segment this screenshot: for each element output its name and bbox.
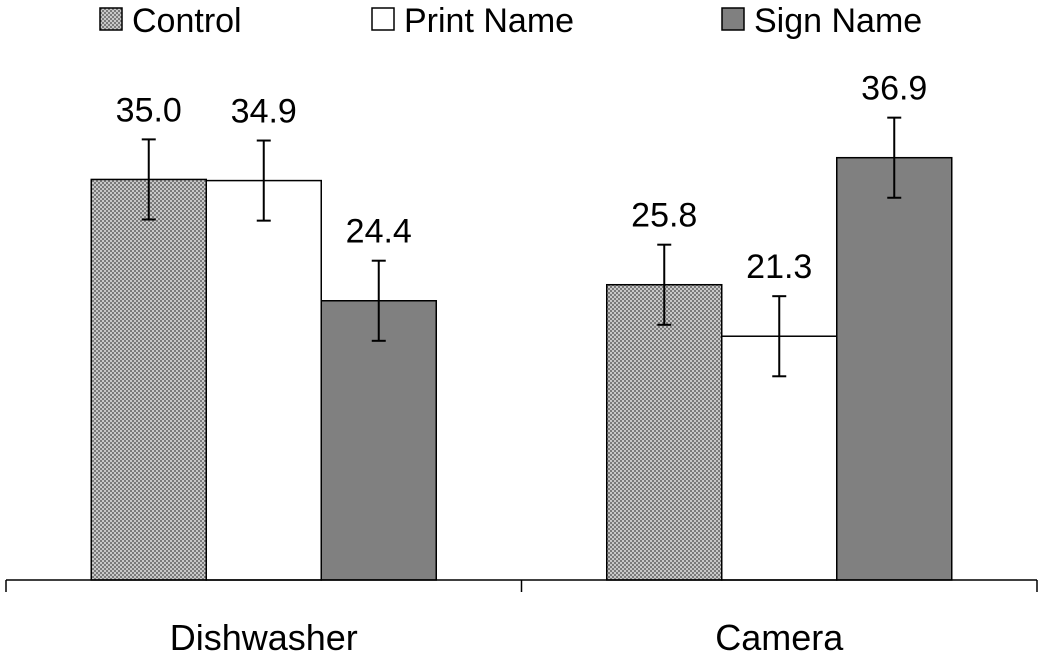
x-axis: Dishwasher Camera — [5, 579, 1038, 656]
data-label: 35.0 — [116, 91, 182, 129]
data-label: 34.9 — [231, 93, 297, 131]
bar-dishwasher-print-name — [205, 179, 322, 581]
bar-camera-control — [606, 283, 723, 581]
legend-label: Print Name — [404, 2, 574, 40]
category-label: Camera — [715, 617, 844, 656]
legend-label: Control — [132, 2, 242, 40]
legend: Control Print Name Sign Name — [99, 2, 922, 40]
legend-swatch-control — [99, 7, 123, 31]
legend-label: Sign Name — [754, 2, 922, 40]
data-label: 24.4 — [346, 213, 412, 251]
data-label: 36.9 — [861, 70, 927, 108]
bars-group: 35.0 34.9 24.4 25.8 21.3 36.9 — [90, 70, 953, 581]
bar-camera-sign-name — [836, 156, 953, 581]
bar-dishwasher-control — [90, 178, 207, 581]
data-label: 25.8 — [631, 197, 697, 235]
category-label: Dishwasher — [170, 617, 358, 656]
legend-swatch-print-name — [371, 7, 395, 31]
data-label: 21.3 — [746, 248, 812, 286]
legend-swatch-sign-name — [721, 7, 745, 31]
bar-dishwasher-sign-name — [320, 300, 437, 581]
